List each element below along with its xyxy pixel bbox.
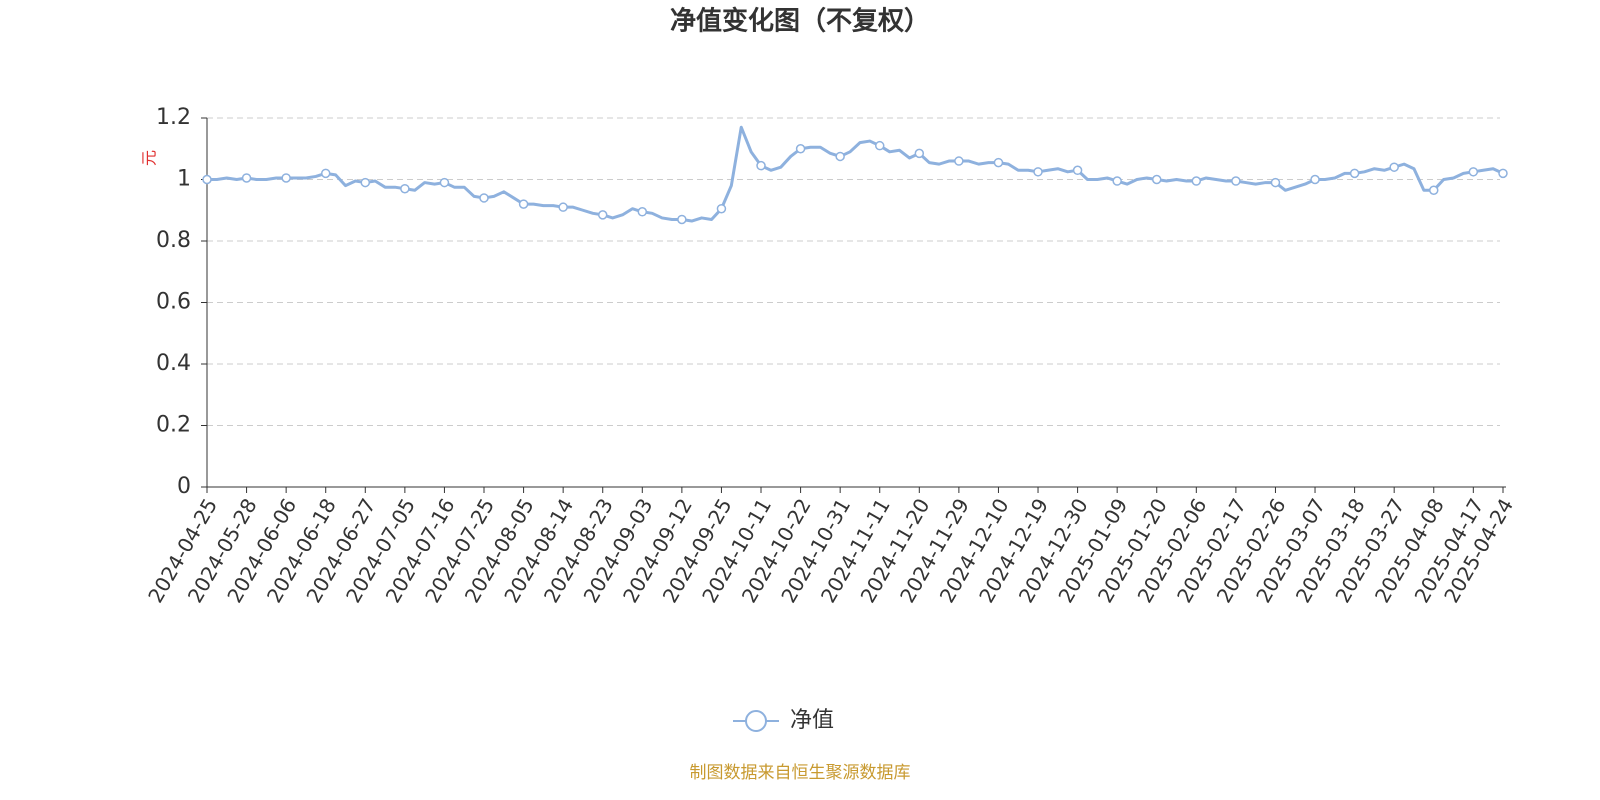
point-marker [518,199,529,209]
y-tick-label: 0.4 [156,351,191,376]
point-marker [1498,168,1508,179]
point-marker [677,214,687,225]
point-marker [1151,174,1162,185]
point-marker [281,173,291,183]
y-tick-label: 0.6 [156,290,191,315]
y-tick-label: 1.2 [156,105,191,130]
point-marker [1428,185,1439,196]
point-marker [1191,176,1202,186]
point-marker [439,177,450,188]
legend-marker [745,710,767,732]
y-tick-label: 1 [177,167,191,192]
point-marker [241,173,252,183]
point-marker [874,140,885,151]
point-marker [795,144,806,154]
point-marker [1033,167,1043,177]
chart-title: 净值变化图（不复权） [670,6,930,37]
point-marker [954,156,964,166]
y-tick-label: 0 [177,474,191,499]
point-marker [1349,168,1360,179]
point-marker [320,168,331,179]
point-marker [1270,177,1281,188]
y-unit: 元 [140,150,159,166]
point-marker [400,183,410,194]
y-tick-label: 0.2 [156,413,191,438]
point-marker [360,177,371,188]
point-marker [1389,162,1399,172]
point-marker [479,193,489,203]
point-marker [1072,165,1083,176]
source-note: 制图数据来自恒生聚源数据库 [690,763,911,783]
point-marker [716,203,727,214]
point-marker [1231,176,1241,186]
y-tick-label: 0.8 [156,228,191,253]
point-marker [993,157,1004,168]
point-marker [597,210,608,220]
point-marker [1310,174,1320,185]
point-marker [202,174,212,185]
point-marker [756,160,766,171]
point-marker [558,202,568,212]
point-marker [1468,167,1479,177]
point-marker [914,148,925,159]
legend-label: 净值 [790,708,834,733]
line [207,125,1504,223]
point-marker [637,207,648,217]
point-marker [835,151,845,162]
point-marker [1112,176,1122,186]
